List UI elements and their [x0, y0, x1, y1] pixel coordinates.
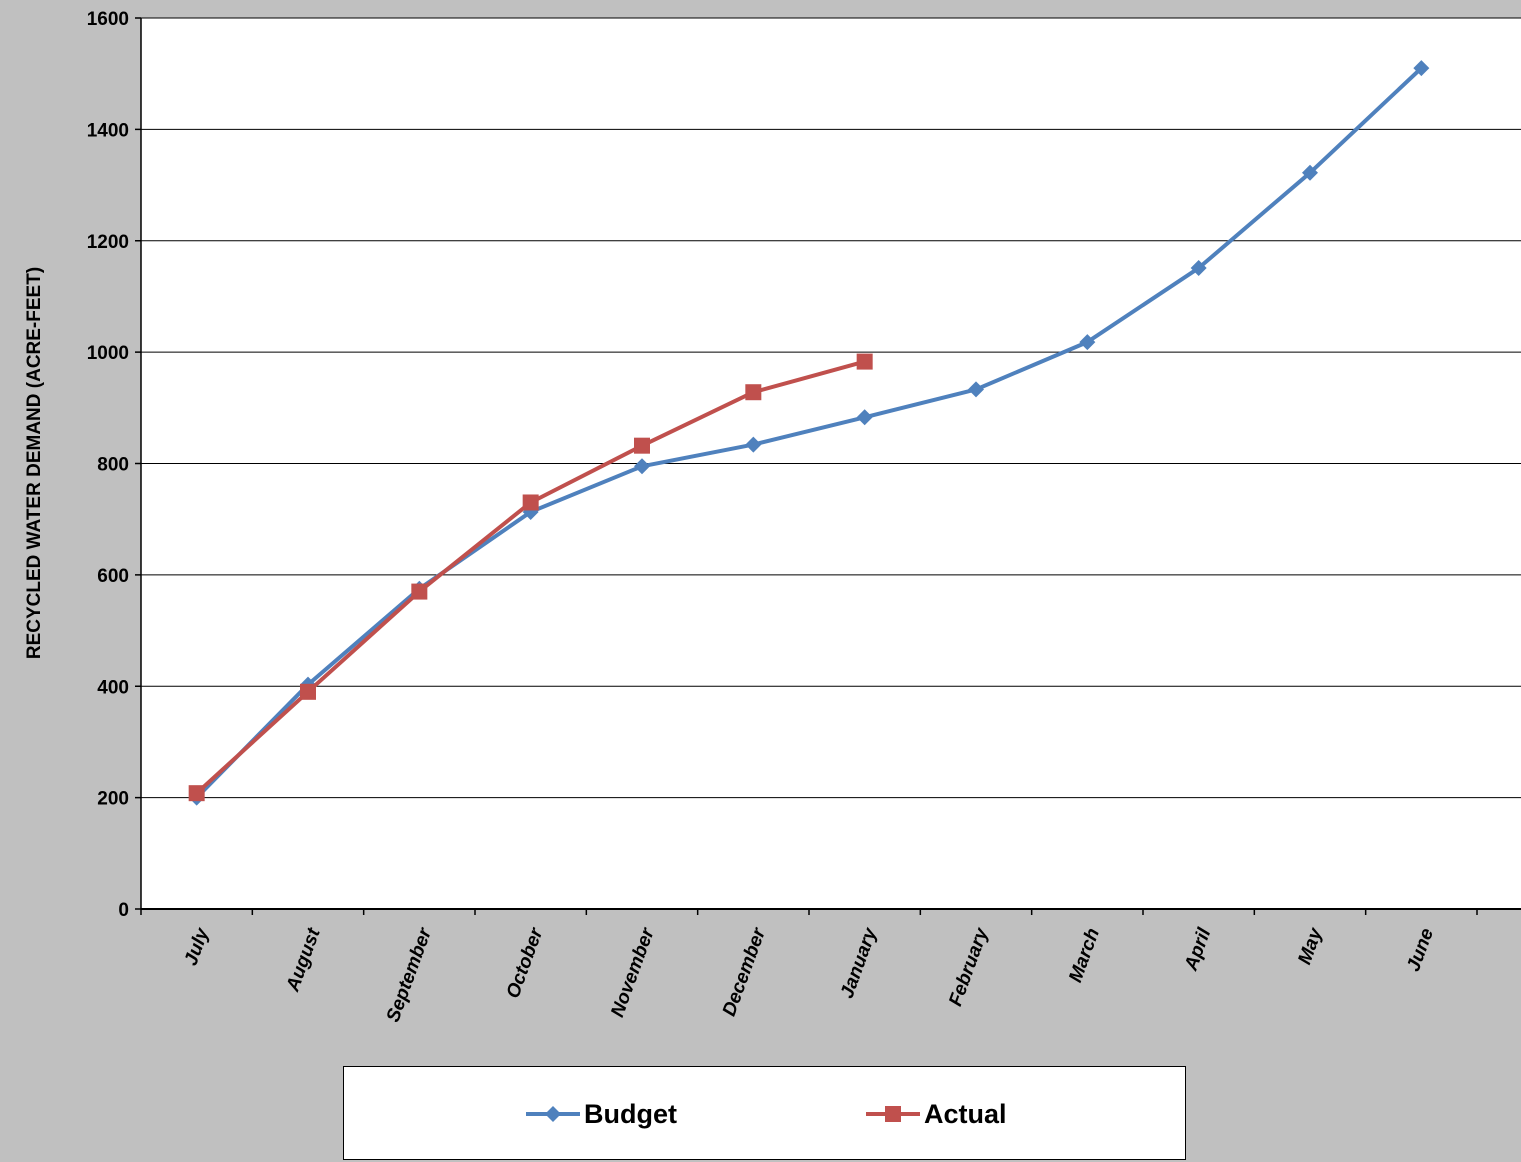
y-tick-label-200: 200 — [97, 789, 129, 810]
y-tick-label-400: 400 — [97, 677, 129, 698]
point-budget-march — [1079, 334, 1096, 351]
y-tick-label-1600: 1600 — [87, 9, 129, 30]
axes — [135, 17, 1521, 915]
x-tick-label-may: May — [1294, 924, 1327, 967]
y-tick-label-1200: 1200 — [87, 232, 129, 253]
point-budget-december — [745, 436, 762, 453]
legend-item-actual: Actual — [864, 1097, 1007, 1131]
legend-item-budget: Budget — [524, 1097, 677, 1131]
point-budget-february — [968, 381, 984, 398]
point-actual-january — [856, 353, 873, 370]
x-tick-label-november: November — [607, 924, 659, 1020]
legend-label-actual: Actual — [924, 1098, 1007, 1129]
x-tick-label-october: October — [503, 924, 548, 1001]
y-tick-label-600: 600 — [97, 566, 129, 587]
x-tick-label-september: September — [383, 924, 437, 1025]
series-layer — [188, 60, 1430, 806]
x-tick-label-august: August — [282, 925, 325, 995]
y-axis-title: RECYCLED WATER DEMAND (ACRE-FEET) — [24, 267, 45, 659]
point-actual-july — [188, 785, 205, 802]
point-actual-december — [745, 384, 762, 401]
point-budget-april — [1190, 260, 1207, 277]
legend-budget-marker-icon — [526, 1106, 580, 1122]
legend-actual-marker-icon — [866, 1106, 920, 1122]
point-actual-november — [634, 437, 650, 454]
x-tick-label-march: March — [1065, 926, 1104, 986]
point-budget-january — [856, 409, 873, 426]
legend: Budget Actual — [343, 1066, 1186, 1160]
point-actual-october — [522, 494, 539, 511]
y-tick-label-0: 0 — [118, 900, 129, 921]
series-line-budget — [195, 66, 1423, 800]
y-tick-label-800: 800 — [97, 455, 129, 476]
x-tick-labels: July August September October November Decemb… — [181, 924, 1439, 1025]
series-actual — [188, 353, 873, 802]
legend-label-budget: Budget — [584, 1098, 677, 1129]
x-tick-label-january: January — [837, 924, 882, 1001]
point-budget-june — [1413, 60, 1430, 77]
point-actual-august — [300, 683, 316, 700]
x-tick-label-june: June — [1403, 925, 1438, 974]
y-tick-label-1000: 1000 — [87, 343, 129, 364]
gridlines — [141, 17, 1521, 799]
point-budget-may — [1302, 164, 1318, 181]
point-budget-november — [634, 458, 650, 475]
x-tick-label-february: February — [945, 924, 993, 1009]
x-tick-label-december: December — [719, 924, 771, 1019]
x-tick-label-july: July — [181, 924, 214, 968]
y-tick-label-1400: 1400 — [87, 120, 129, 141]
point-actual-september — [411, 583, 428, 600]
x-tick-label-april: April — [1180, 925, 1215, 974]
y-tick-labels: 0 200 400 600 800 1000 1200 1400 1600 — [87, 9, 129, 921]
